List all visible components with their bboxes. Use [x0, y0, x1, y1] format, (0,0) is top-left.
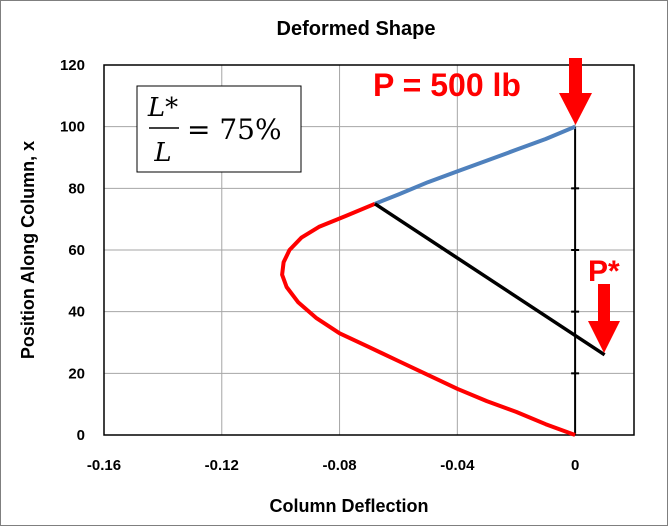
y-tick-label: 80 [68, 180, 85, 197]
plot-area [103, 64, 635, 436]
top-load-label: P = 500 lb [373, 67, 521, 103]
x-tick-label: -0.12 [205, 457, 239, 474]
x-tick-label: 0 [571, 457, 579, 474]
ratio-box: L* L = 75% [136, 85, 302, 173]
lever-load-label: P* [588, 255, 620, 288]
ratio-box-border [136, 85, 302, 173]
y-axis-label: Position Along Column, x [18, 141, 38, 359]
series-group [280, 124, 606, 437]
column-tick-marks [571, 187, 580, 375]
ratio-numerator: L* [147, 93, 178, 123]
y-tick-label: 120 [60, 57, 85, 74]
x-tick-label: -0.04 [440, 457, 475, 474]
x-tick-label: -0.16 [87, 457, 121, 474]
tick-labels: -0.16 -0.12 -0.08 -0.04 0 0 20 40 60 80 100 120 [60, 57, 579, 474]
series-line-0 [280, 201, 576, 437]
y-tick-label: 20 [68, 365, 85, 382]
ratio-value: = 75% [187, 113, 282, 146]
lever-load-arrow [588, 284, 620, 353]
y-tick-label: 0 [77, 427, 85, 444]
top-load-arrow [559, 58, 592, 125]
y-tick-label: 100 [60, 119, 85, 136]
chart-title: Deformed Shape [277, 18, 436, 40]
ratio-denominator: L [153, 138, 171, 168]
x-axis-label: Column Deflection [269, 496, 428, 516]
series-line-2 [373, 202, 606, 357]
x-tick-label: -0.08 [322, 457, 356, 474]
y-tick-label: 60 [68, 242, 85, 259]
y-tick-label: 40 [68, 304, 85, 321]
series-line-1 [374, 124, 576, 206]
